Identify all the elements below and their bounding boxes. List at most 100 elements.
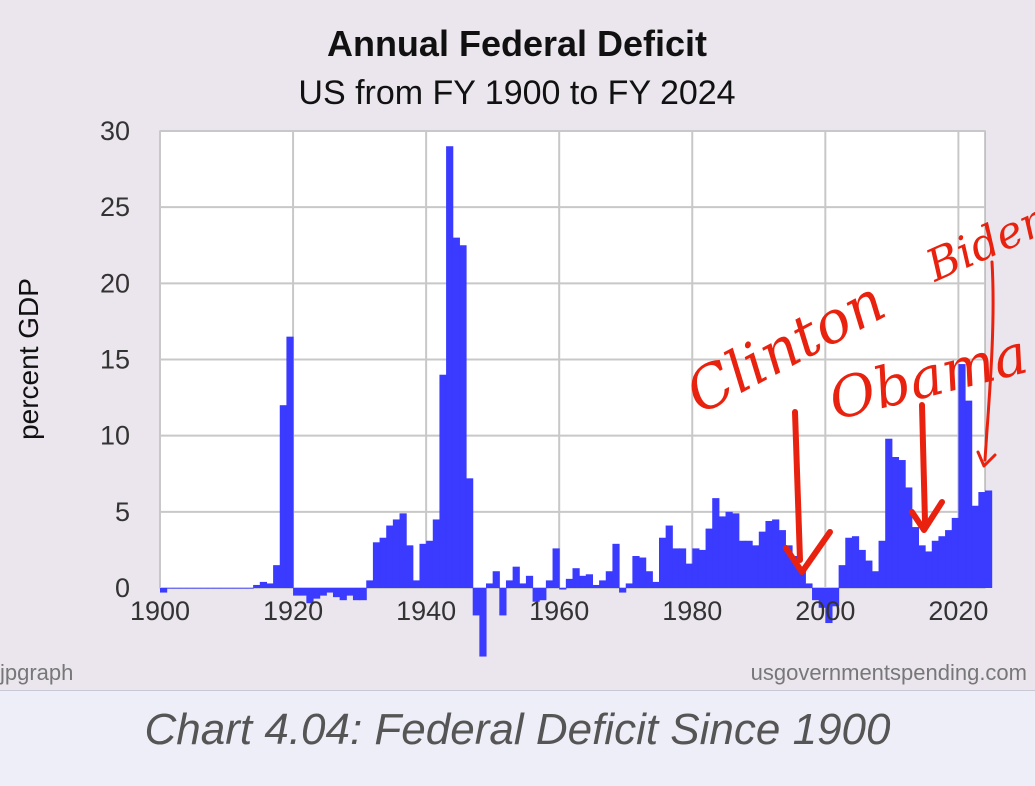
deficit-bar-1972 <box>639 557 647 588</box>
deficit-bar-1994 <box>785 545 793 588</box>
obama-arrowhead <box>909 499 945 533</box>
credit-left: jpgraph <box>0 660 73 685</box>
biden-arrowhead <box>976 450 997 468</box>
deficit-bar-1992 <box>772 519 780 588</box>
deficit-bar-2013 <box>911 527 920 588</box>
deficit-bar-1970 <box>625 583 633 588</box>
deficit-bar-1951 <box>499 588 507 616</box>
deficit-bar-1916 <box>266 583 274 588</box>
deficit-bar-1982 <box>705 528 713 588</box>
deficit-bar-1950 <box>492 571 500 588</box>
deficit-bar-1964 <box>585 574 594 588</box>
deficit-bar-1927 <box>339 588 347 601</box>
deficit-bar-2024 <box>985 490 993 588</box>
deficit-bar-1906 <box>199 588 208 589</box>
deficit-bar-2017 <box>938 536 946 588</box>
deficit-bar-1933 <box>379 537 387 588</box>
deficit-bar-1961 <box>565 578 574 588</box>
deficit-bar-2011 <box>898 460 906 588</box>
deficit-bar-1923 <box>313 588 321 599</box>
y-tick-label: 0 <box>115 573 130 603</box>
deficit-bar-1902 <box>173 588 181 589</box>
deficit-bar-1955 <box>525 575 534 588</box>
deficit-bar-1900 <box>160 588 168 593</box>
deficit-bar-1983 <box>712 498 720 588</box>
x-tick-label: 1960 <box>529 596 589 626</box>
deficit-bar-1947 <box>472 588 480 616</box>
deficit-bar-1986 <box>732 513 740 588</box>
deficit-bar-1915 <box>259 581 267 588</box>
x-tick-label: 1920 <box>263 596 323 626</box>
deficit-bar-1980 <box>692 548 700 588</box>
deficit-bar-1908 <box>213 588 221 589</box>
deficit-bar-1910 <box>226 588 234 589</box>
deficit-bar-1913 <box>246 588 254 589</box>
deficit-bar-2012 <box>905 487 913 588</box>
deficit-bar-2003 <box>845 537 853 588</box>
deficit-bar-2019 <box>951 517 959 588</box>
deficit-bar-2016 <box>931 540 939 588</box>
deficit-bar-2008 <box>878 540 886 588</box>
deficit-bar-1909 <box>219 588 228 589</box>
deficit-bar-1960 <box>559 588 567 590</box>
deficit-bar-2001 <box>831 588 840 607</box>
deficit-bar-1944 <box>452 237 460 588</box>
deficit-bar-1989 <box>752 545 760 588</box>
deficit-bar-1996 <box>798 568 806 588</box>
deficit-bar-1987 <box>738 540 747 588</box>
deficit-bar-1963 <box>579 575 587 588</box>
deficit-bar-1920 <box>293 588 301 596</box>
x-axis-ticks: 1900 1920 1940 1960 1980 2000 2020 <box>130 596 988 626</box>
deficit-bar-1938 <box>412 580 421 588</box>
deficit-bar-1939 <box>419 543 427 588</box>
deficit-bar-1971 <box>632 556 640 588</box>
deficit-bar-1919 <box>286 336 294 588</box>
deficit-bar-1988 <box>745 540 753 588</box>
y-axis-ticks: 0 5 10 15 20 25 30 <box>100 116 130 603</box>
deficit-bar-1975 <box>658 537 667 588</box>
deficit-chart: Annual Federal Deficit US from FY 1900 t… <box>0 23 1035 685</box>
deficit-bar-2002 <box>838 565 846 588</box>
deficit-bar-1999 <box>818 588 826 608</box>
deficit-bar-1904 <box>186 588 194 589</box>
deficit-bar-1957 <box>539 588 547 601</box>
y-tick-label: 25 <box>100 192 130 222</box>
chart-title: Annual Federal Deficit <box>327 23 707 64</box>
deficit-bar-1998 <box>812 588 820 601</box>
y-axis-label: percent GDP <box>13 278 44 440</box>
deficit-bar-1925 <box>326 588 334 593</box>
deficit-bar-1948 <box>479 588 487 657</box>
deficit-bar-1931 <box>366 580 374 588</box>
chart-caption: Chart 4.04: Federal Deficit Since 1900 <box>144 705 891 754</box>
deficit-bar-1949 <box>486 583 494 588</box>
deficit-bar-1979 <box>685 563 693 588</box>
deficit-bar-1993 <box>778 530 786 588</box>
deficit-bar-1905 <box>193 588 201 589</box>
deficit-bar-1946 <box>466 478 474 588</box>
deficit-bar-1942 <box>439 374 447 588</box>
deficit-bar-1962 <box>572 568 580 588</box>
deficit-bar-1969 <box>619 588 627 593</box>
deficit-bar-1903 <box>179 588 188 589</box>
deficit-bar-1953 <box>512 566 520 588</box>
chart-panel: Annual Federal Deficit US from FY 1900 t… <box>0 23 1035 685</box>
deficit-bar-2018 <box>945 530 953 588</box>
deficit-bar-1930 <box>359 588 367 601</box>
deficit-bar-2004 <box>851 536 860 588</box>
deficit-bar-2020 <box>958 364 966 588</box>
deficit-bar-1977 <box>672 548 680 588</box>
y-tick-label: 15 <box>100 345 130 375</box>
deficit-bar-1954 <box>519 583 527 588</box>
deficit-series <box>160 146 993 657</box>
deficit-bar-1921 <box>299 588 307 596</box>
deficit-bar-1934 <box>386 525 394 588</box>
deficit-bar-1967 <box>605 571 613 588</box>
deficit-bar-2007 <box>871 571 880 588</box>
deficit-bar-1956 <box>532 588 540 602</box>
deficit-bar-1959 <box>552 548 560 588</box>
deficit-bar-1997 <box>805 583 813 588</box>
deficit-bar-1936 <box>399 513 407 588</box>
y-tick-label: 20 <box>100 268 130 298</box>
deficit-bar-1952 <box>505 580 514 588</box>
obama-arrow <box>919 402 928 525</box>
